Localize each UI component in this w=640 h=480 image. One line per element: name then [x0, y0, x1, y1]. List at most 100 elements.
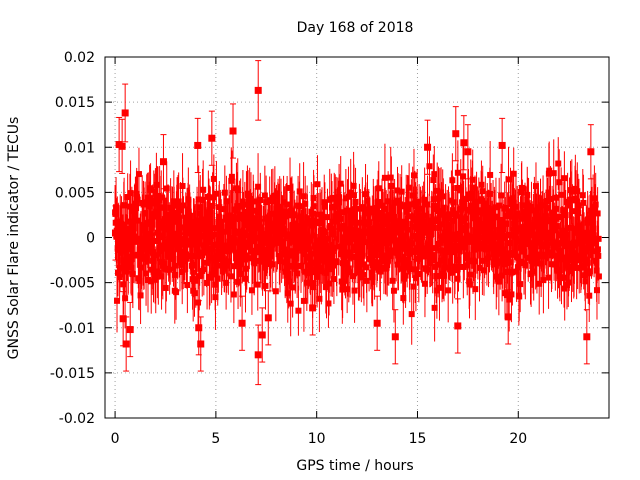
- data-point: [293, 223, 300, 230]
- data-point: [412, 275, 419, 282]
- data-point: [347, 269, 354, 276]
- data-point: [408, 201, 415, 208]
- data-point: [519, 202, 526, 209]
- x-tick-label: 20: [509, 431, 527, 447]
- data-point: [264, 314, 272, 322]
- data-point: [148, 278, 155, 285]
- data-point: [505, 176, 512, 183]
- data-point: [252, 215, 259, 222]
- data-point: [556, 179, 563, 186]
- data-point: [114, 297, 121, 304]
- data-point: [262, 215, 269, 222]
- data-point: [153, 238, 160, 245]
- data-point: [197, 340, 205, 348]
- ticks: -0.02 -0.015 -0.01 -0.005 0 0.005 0.01 0.015 0.0…: [50, 50, 609, 447]
- data-point: [192, 277, 199, 284]
- data-point: [592, 235, 599, 242]
- data-point: [536, 280, 543, 287]
- data-point: [151, 252, 158, 259]
- data-point: [359, 204, 366, 211]
- data-point: [491, 213, 498, 220]
- data-point: [448, 242, 455, 249]
- data-point: [558, 191, 565, 198]
- data-point: [385, 198, 392, 205]
- data-point: [155, 269, 162, 276]
- data-point: [328, 266, 335, 273]
- data-point: [586, 270, 593, 277]
- data-point: [218, 223, 225, 230]
- data-point: [444, 237, 451, 244]
- data-point: [471, 258, 478, 265]
- data-point: [561, 285, 568, 292]
- data-point: [221, 189, 228, 196]
- data-point: [571, 239, 578, 246]
- data-point: [223, 279, 230, 286]
- data-point: [438, 208, 445, 215]
- data-point: [377, 268, 384, 275]
- y-tick-label: 0.01: [64, 140, 95, 156]
- data-point: [415, 226, 422, 233]
- data-point: [208, 134, 216, 142]
- data-point: [410, 172, 417, 179]
- data-point: [587, 148, 595, 156]
- data-point: [435, 261, 442, 268]
- data-point: [282, 213, 289, 220]
- data-point: [453, 211, 460, 218]
- data-point: [515, 263, 522, 270]
- data-point: [564, 198, 571, 205]
- data-point: [595, 235, 602, 242]
- data-point: [440, 204, 447, 211]
- data-point: [196, 249, 203, 256]
- data-point: [236, 211, 243, 218]
- data-point: [430, 202, 437, 209]
- data-point: [228, 177, 235, 184]
- data-point: [495, 278, 502, 285]
- data-point: [249, 247, 256, 254]
- data-point: [118, 142, 126, 150]
- data-point: [490, 208, 497, 215]
- data-point: [121, 245, 128, 252]
- data-point: [350, 232, 357, 239]
- data-point: [414, 198, 421, 205]
- data-point: [434, 187, 441, 194]
- y-axis-label: GNSS Solar Flare indicator / TECUs: [6, 117, 22, 360]
- data-point: [573, 264, 580, 271]
- data-point: [331, 244, 338, 251]
- data-point: [287, 184, 294, 191]
- y-tick-label: -0.005: [50, 276, 95, 292]
- data-point: [195, 196, 202, 203]
- data-point: [411, 248, 418, 255]
- data-point: [568, 268, 575, 275]
- data-point: [373, 259, 380, 266]
- data-point: [445, 211, 452, 218]
- data-point: [373, 219, 380, 226]
- data-point: [582, 278, 589, 285]
- data-point: [473, 198, 480, 205]
- data-point: [373, 319, 381, 327]
- data-point: [242, 239, 249, 246]
- data-point: [213, 190, 220, 197]
- data-point: [337, 215, 344, 222]
- data-point: [504, 212, 511, 219]
- data-point: [122, 340, 130, 348]
- data-point: [258, 227, 265, 234]
- data-point: [323, 284, 330, 291]
- data-point: [394, 261, 401, 268]
- data-point: [440, 272, 447, 279]
- data-point: [235, 215, 242, 222]
- data-point: [291, 212, 298, 219]
- data-point: [547, 195, 554, 202]
- data-point: [328, 195, 335, 202]
- y-tick-label: 0.005: [55, 185, 95, 201]
- data-point: [361, 239, 368, 246]
- data-point: [449, 177, 456, 184]
- data-point: [228, 242, 235, 249]
- data-point: [384, 261, 391, 268]
- data-point: [284, 290, 291, 297]
- data-point: [195, 253, 202, 260]
- data-point: [442, 264, 449, 271]
- data-point: [309, 217, 316, 224]
- data-point: [352, 243, 359, 250]
- data-point: [296, 229, 303, 236]
- data-point: [397, 223, 404, 230]
